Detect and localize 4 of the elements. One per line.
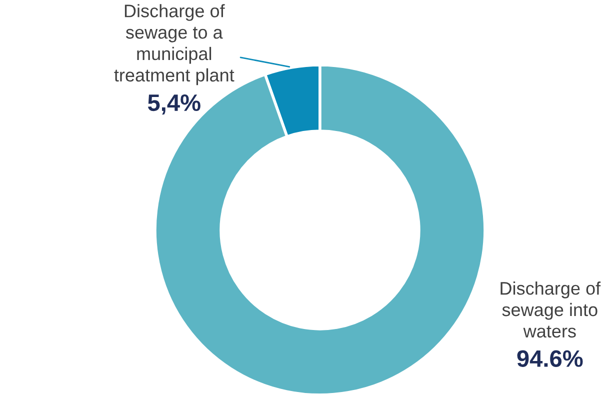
slice-label: Discharge of sewage into waters <box>500 282 601 338</box>
data-label: 5,4% <box>148 94 200 114</box>
data-label: 94.6% <box>517 350 583 367</box>
slice-label: Discharge of sewage to a municipal treatment plant <box>114 4 234 86</box>
